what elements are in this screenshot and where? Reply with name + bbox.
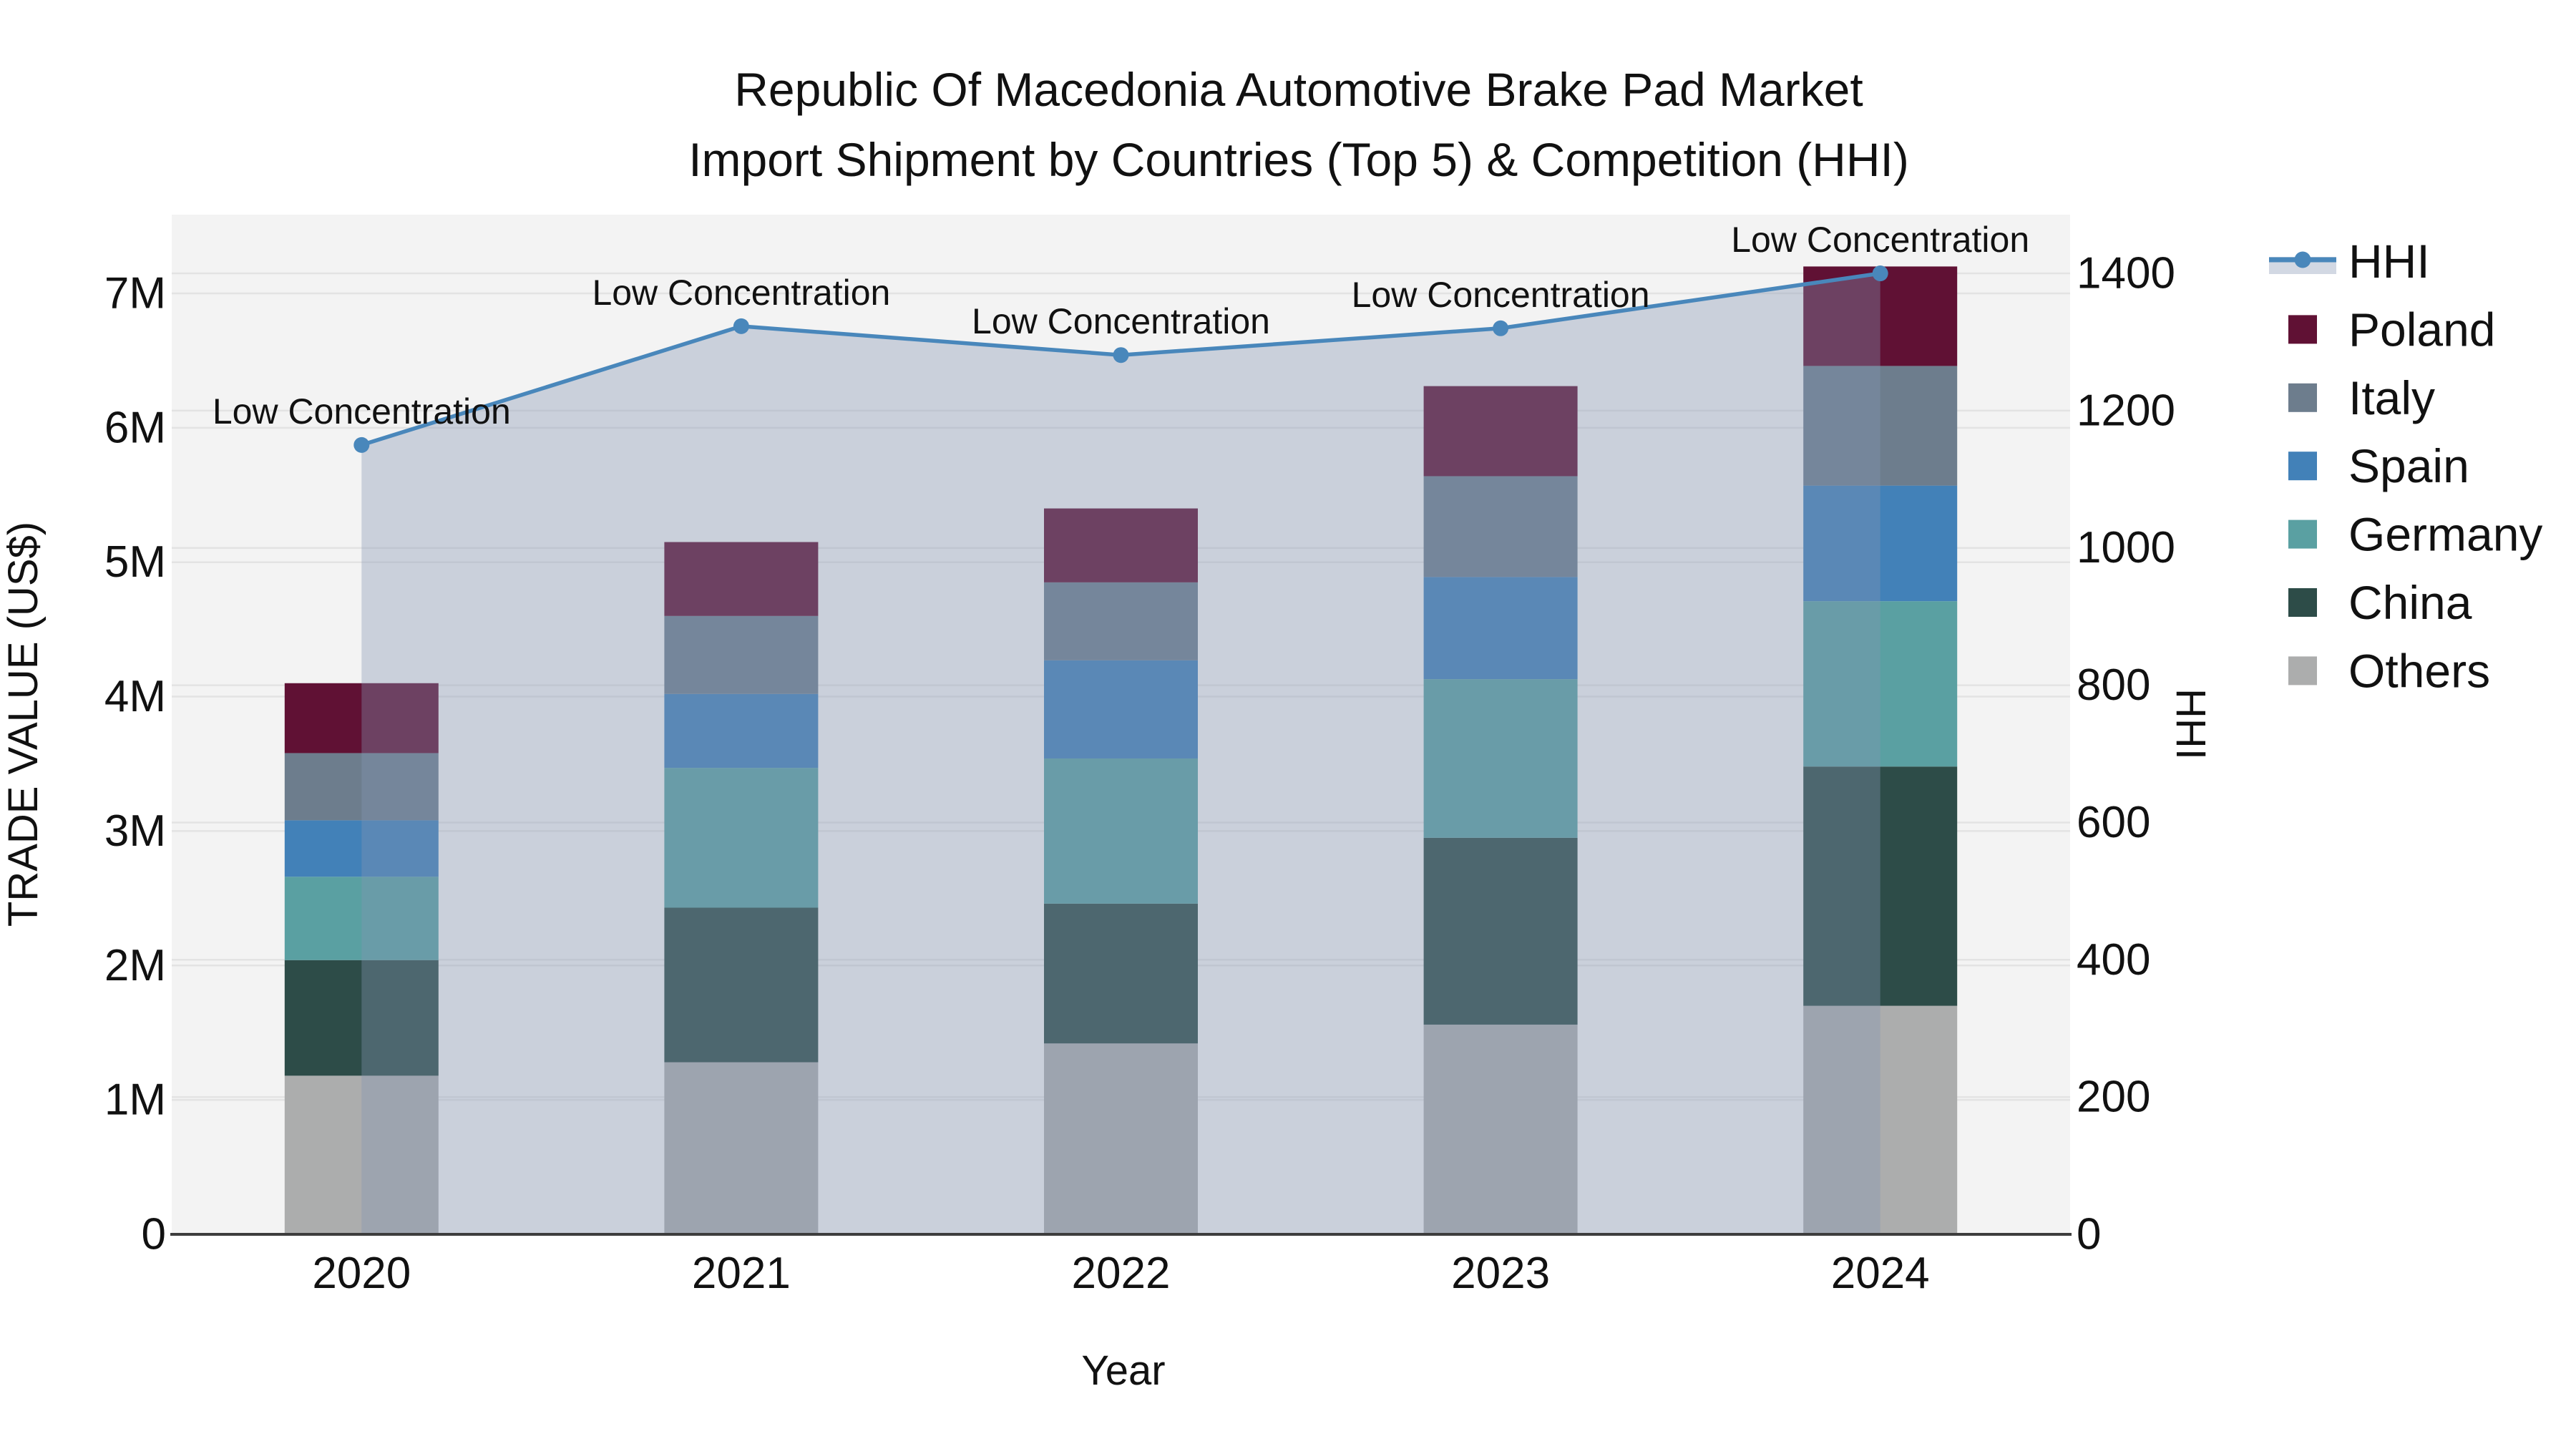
legend-label-spain: Spain: [2348, 439, 2469, 492]
bar-segment-spain-2020: [284, 820, 439, 877]
hhi-area-fill: [361, 273, 1880, 1234]
hhi-marker-2020: [353, 436, 370, 453]
legend-hhi-marker-icon: [2294, 251, 2311, 268]
y-right-tick-1200: 1200: [2077, 386, 2175, 435]
y-right-tick-800: 800: [2077, 660, 2150, 710]
bar-segment-italy-2020: [284, 753, 439, 821]
legend-label-italy: Italy: [2348, 371, 2435, 424]
annotation-2024: Low Concentration: [1731, 220, 2029, 260]
legend-label-hhi: HHI: [2348, 235, 2430, 288]
legend-swatch-italy: [2288, 383, 2317, 412]
bar-segment-poland-2023: [1423, 386, 1578, 477]
bar-segment-germany-2022: [1044, 758, 1198, 904]
y-axis-left-ticks: 0 1M 2M 3M 4M 5M 6M 7M: [104, 268, 166, 1259]
bar-segment-italy-2022: [1044, 582, 1198, 660]
hhi-marker-2022: [1113, 347, 1129, 364]
annotation-2021: Low Concentration: [592, 273, 890, 313]
y-right-tick-1400: 1400: [2077, 249, 2175, 298]
x-axis-label: Year: [1081, 1347, 1165, 1394]
bar-segment-poland-2022: [1044, 508, 1198, 582]
bar-segment-china-2022: [1044, 903, 1198, 1044]
hhi-marker-2023: [1493, 320, 1509, 336]
bar-segment-spain-2021: [664, 693, 819, 769]
legend-swatch-others: [2288, 656, 2317, 686]
y-axis-label-right: HHI: [2167, 688, 2214, 760]
bar-segment-germany-2024: [1803, 601, 1958, 767]
y-right-tick-0: 0: [2077, 1210, 2101, 1259]
bar-segment-others-2024: [1803, 1005, 1958, 1234]
bar-segment-poland-2024: [1803, 266, 1958, 366]
x-tick-2022: 2022: [1072, 1249, 1171, 1298]
y-right-tick-1000: 1000: [2077, 523, 2175, 572]
legend-item-others: Others: [2288, 644, 2490, 697]
legend-item-germany: Germany: [2288, 508, 2542, 561]
x-axis-ticks: 2020 2021 2022 2023 2024: [312, 1249, 1929, 1298]
legend-swatch-china: [2288, 588, 2317, 617]
bar-segment-germany-2021: [664, 768, 819, 908]
bar-segment-china-2023: [1423, 837, 1578, 1025]
bar-segment-spain-2022: [1044, 660, 1198, 758]
bar-segment-poland-2021: [664, 542, 819, 616]
x-tick-2020: 2020: [312, 1249, 411, 1298]
chart-title-line1: Republic Of Macedonia Automotive Brake P…: [734, 63, 1863, 116]
hhi-marker-2021: [733, 318, 749, 334]
y-axis-right-ticks: 0 200 400 600 800 1000 1200 1400: [2077, 249, 2175, 1259]
y-right-tick-600: 600: [2077, 798, 2150, 847]
bar-segment-germany-2023: [1423, 679, 1578, 838]
y-left-tick-7M: 7M: [104, 268, 166, 318]
legend-item-china: China: [2288, 576, 2472, 629]
legend-label-poland: Poland: [2348, 303, 2496, 356]
hhi-fill-area: [361, 273, 1880, 1234]
y-left-tick-2M: 2M: [104, 941, 166, 990]
bar-segment-others-2020: [284, 1075, 439, 1234]
y-axis-label-left: TRADE VALUE (US$): [0, 522, 47, 927]
y-right-tick-400: 400: [2077, 935, 2150, 985]
bar-segment-italy-2021: [664, 615, 819, 694]
y-left-tick-3M: 3M: [104, 806, 166, 856]
bar-segment-others-2023: [1423, 1024, 1578, 1234]
stacked-bars: [284, 266, 1958, 1234]
annotation-2020: Low Concentration: [213, 391, 511, 431]
legend-item-hhi: HHI: [2269, 235, 2430, 288]
hhi-line: [353, 265, 1888, 453]
legend-swatch-spain: [2288, 452, 2317, 481]
bar-segment-italy-2023: [1423, 476, 1578, 577]
y-left-tick-6M: 6M: [104, 403, 166, 452]
hhi-marker-2024: [1872, 265, 1888, 282]
bar-segment-china-2024: [1803, 766, 1958, 1006]
x-tick-2024: 2024: [1831, 1249, 1930, 1298]
x-tick-2023: 2023: [1451, 1249, 1550, 1298]
legend-label-germany: Germany: [2348, 508, 2542, 561]
legend-item-spain: Spain: [2288, 439, 2469, 492]
y-left-tick-0: 0: [142, 1210, 166, 1259]
y-right-tick-200: 200: [2077, 1073, 2150, 1122]
chart-title-line2: Import Shipment by Countries (Top 5) & C…: [688, 133, 1909, 186]
bar-segment-others-2022: [1044, 1043, 1198, 1234]
legend: HHI Poland Italy Spain Germany China Others: [2269, 235, 2542, 697]
bar-segment-germany-2020: [284, 877, 439, 960]
bar-segment-poland-2020: [284, 683, 439, 753]
bar-segment-spain-2023: [1423, 577, 1578, 680]
legend-label-china: China: [2348, 576, 2472, 629]
y-left-tick-4M: 4M: [104, 672, 166, 721]
annotations: Low Concentration Low Concentration Low Co…: [213, 220, 2029, 431]
legend-item-italy: Italy: [2288, 371, 2435, 424]
bar-segment-spain-2024: [1803, 485, 1958, 602]
y-left-tick-1M: 1M: [104, 1075, 166, 1125]
bar-segment-italy-2024: [1803, 366, 1958, 486]
y-left-tick-5M: 5M: [104, 537, 166, 587]
bar-segment-others-2021: [664, 1062, 819, 1234]
legend-swatch-poland: [2288, 315, 2317, 344]
annotation-2023: Low Concentration: [1352, 275, 1650, 315]
annotation-2022: Low Concentration: [972, 301, 1270, 341]
x-tick-2021: 2021: [692, 1249, 791, 1298]
bar-segment-china-2021: [664, 907, 819, 1063]
legend-label-others: Others: [2348, 644, 2490, 697]
bar-segment-china-2020: [284, 960, 439, 1076]
legend-swatch-germany: [2288, 519, 2317, 549]
legend-item-poland: Poland: [2288, 303, 2496, 356]
